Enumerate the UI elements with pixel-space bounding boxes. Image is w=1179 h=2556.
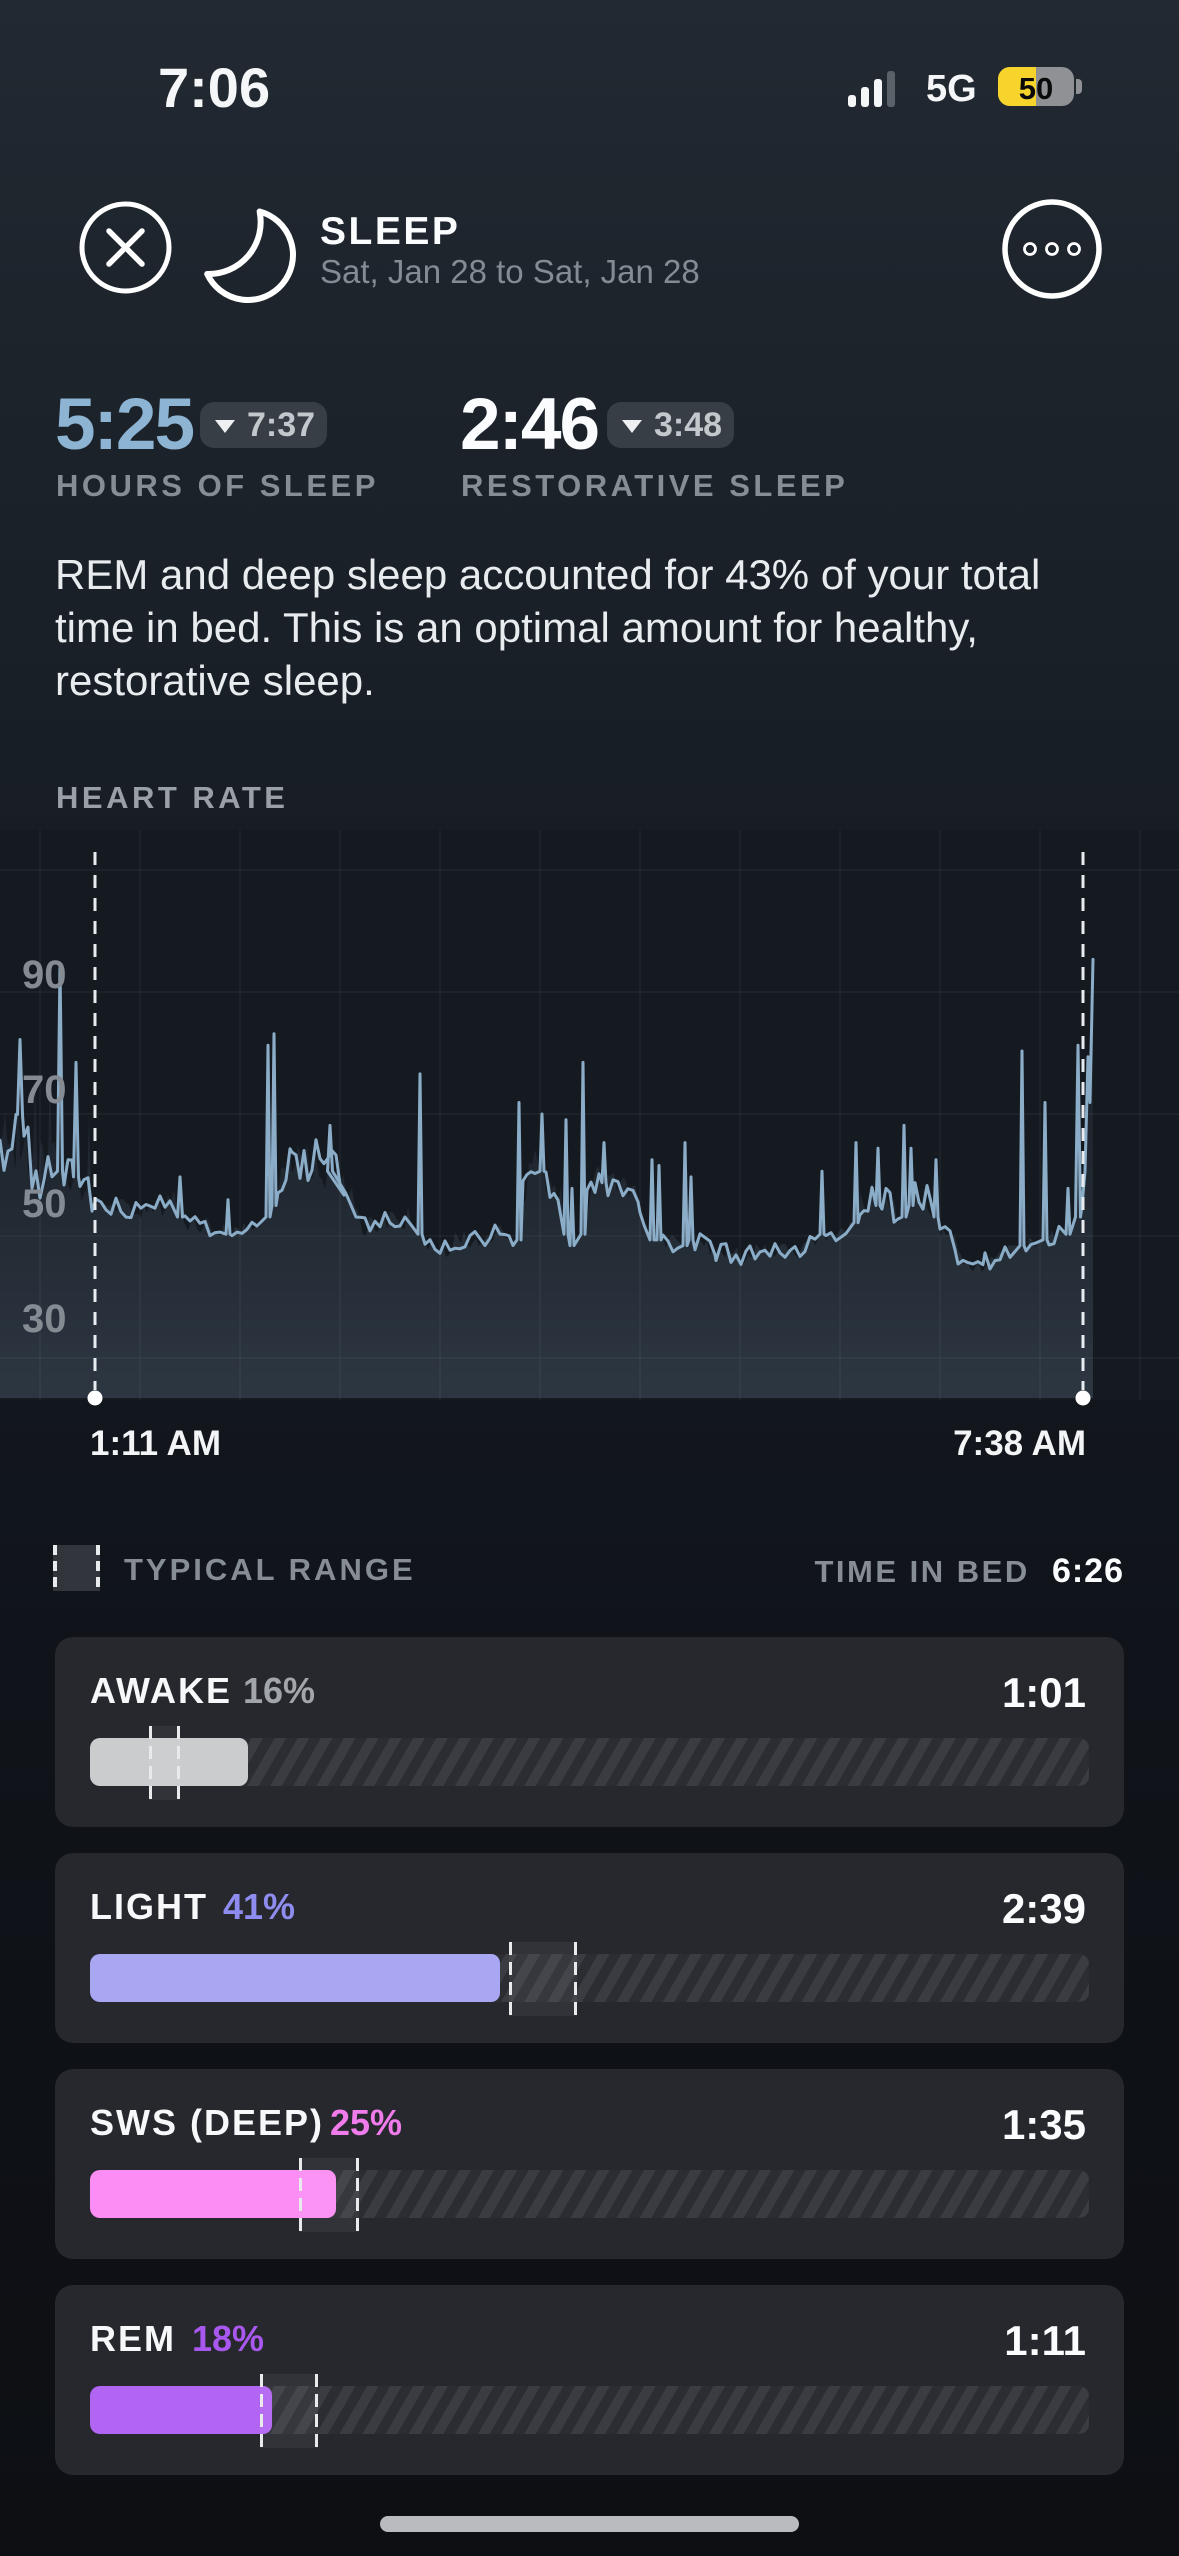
- svg-text:90: 90: [22, 953, 67, 997]
- svg-text:70: 70: [22, 1068, 67, 1112]
- svg-text:30: 30: [22, 1297, 67, 1341]
- svg-text:50: 50: [22, 1182, 67, 1226]
